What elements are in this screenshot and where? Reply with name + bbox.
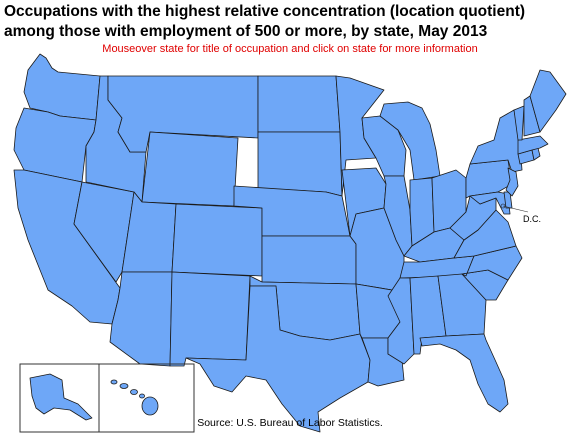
state-wyoming[interactable] [141,131,239,207]
page-title: Occupations with the highest relative co… [4,3,526,40]
state-north-dakota[interactable] [257,75,341,133]
state-massachusetts[interactable] [517,135,549,155]
state-arizona[interactable] [109,271,173,367]
state-alaska[interactable] [29,373,93,421]
state-kansas[interactable] [261,235,357,285]
map-instruction: Mouseover state for title of occupation … [102,43,478,55]
state-new-mexico[interactable] [169,271,251,367]
state-colorado[interactable] [171,203,263,277]
state-texas[interactable] [185,285,371,433]
state-georgia[interactable] [437,273,487,337]
dc-label: D.C. [523,214,541,224]
state-south-dakota[interactable] [257,131,343,197]
state-hawaii[interactable] [110,379,159,416]
source-note: Source: U.S. Bureau of Labor Statistics. [197,417,383,429]
inset-frame [19,363,195,433]
state-vermont[interactable] [513,105,525,141]
state-maine[interactable] [529,69,567,133]
state-new-jersey[interactable] [505,167,519,197]
state-mississippi[interactable] [387,277,415,365]
state-florida[interactable] [419,333,509,413]
dc-leader-line [502,205,529,213]
